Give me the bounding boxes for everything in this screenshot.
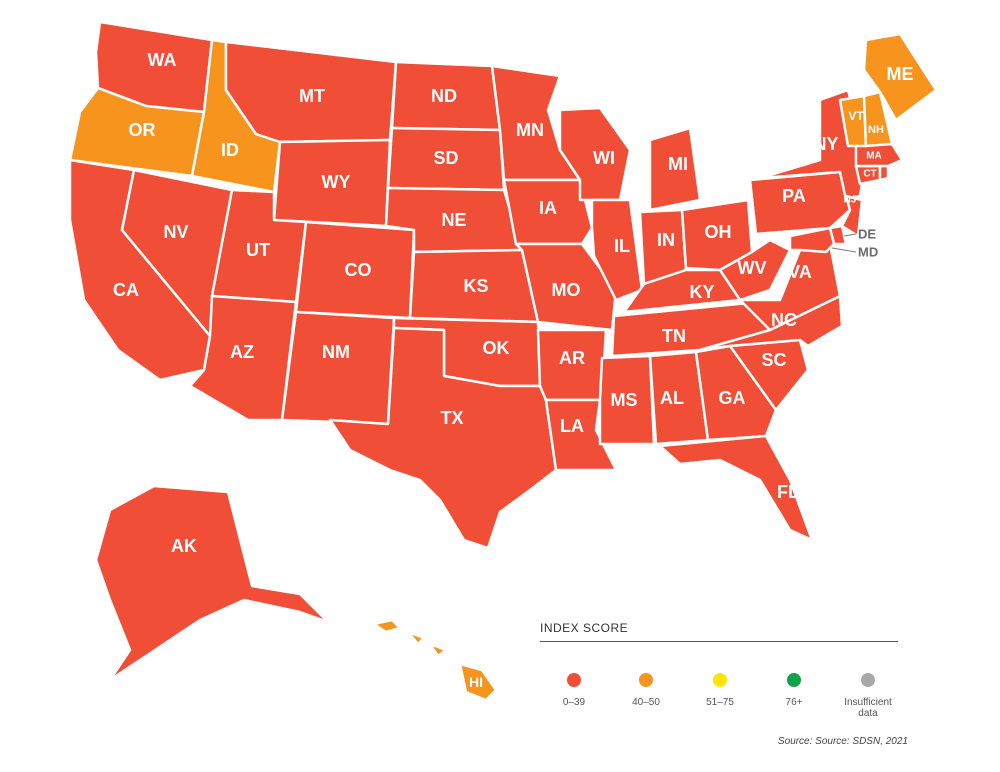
state-label-sc: SC bbox=[761, 350, 786, 370]
state-ak[interactable] bbox=[94, 484, 330, 682]
state-fl[interactable] bbox=[658, 434, 814, 542]
state-label-sd: SD bbox=[433, 148, 458, 168]
state-nh[interactable] bbox=[862, 90, 894, 148]
state-label-wv: WV bbox=[738, 258, 767, 278]
state-label-de: DE bbox=[858, 227, 876, 242]
state-labels: WA OR ID MT WY CA NV UT CO AZ NM ND SD N… bbox=[113, 50, 914, 690]
legend-dot-51-75 bbox=[713, 673, 727, 687]
state-label-oh: OH bbox=[705, 222, 732, 242]
leader-line-md bbox=[831, 247, 857, 253]
state-label-nh: NH bbox=[868, 124, 884, 136]
state-label-ct: CT bbox=[863, 169, 876, 180]
state-label-wy: WY bbox=[322, 172, 351, 192]
state-label-al: AL bbox=[660, 388, 684, 408]
state-label-ca: CA bbox=[113, 280, 139, 300]
legend-label-76-plus: 76+ bbox=[785, 697, 803, 708]
state-label-nj: NJ bbox=[844, 195, 857, 206]
state-label-nv: NV bbox=[163, 222, 188, 242]
state-label-va: VA bbox=[788, 262, 812, 282]
state-label-ar: AR bbox=[559, 348, 585, 368]
state-tx[interactable] bbox=[328, 326, 558, 550]
state-label-co: CO bbox=[345, 260, 372, 280]
state-label-nm: NM bbox=[322, 342, 350, 362]
state-label-ma: MA bbox=[866, 151, 882, 162]
state-label-md: MD bbox=[858, 245, 878, 260]
state-ms[interactable] bbox=[598, 354, 656, 446]
state-label-pa: PA bbox=[782, 186, 806, 206]
state-label-ks: KS bbox=[463, 276, 488, 296]
state-label-ut: UT bbox=[246, 240, 270, 260]
state-label-nd: ND bbox=[431, 86, 457, 106]
source-note: Source: Source: SDSN, 2021 bbox=[777, 736, 908, 747]
state-label-az: AZ bbox=[230, 342, 254, 362]
state-label-ga: GA bbox=[719, 388, 746, 408]
legend-dot-40-50 bbox=[639, 673, 653, 687]
state-label-fl: FL bbox=[777, 482, 799, 502]
state-nm[interactable] bbox=[280, 310, 396, 426]
state-hi[interactable] bbox=[372, 618, 498, 702]
state-label-or: OR bbox=[129, 120, 156, 140]
state-label-mn: MN bbox=[516, 120, 544, 140]
state-label-tn: TN bbox=[662, 326, 686, 346]
legend-label-0-39: 0–39 bbox=[562, 697, 586, 708]
state-mi[interactable] bbox=[648, 126, 702, 212]
state-md[interactable] bbox=[788, 226, 836, 254]
legend-dot-0-39 bbox=[567, 673, 581, 687]
legend-item-40-50: 40–50 bbox=[606, 642, 686, 708]
state-label-ok: OK bbox=[483, 338, 510, 358]
legend-item-insufficient: Insufficient data bbox=[828, 642, 908, 719]
state-label-ia: IA bbox=[539, 198, 557, 218]
state-label-mt: MT bbox=[299, 86, 325, 106]
legend-title: INDEX SCORE bbox=[540, 621, 898, 642]
state-label-mo: MO bbox=[552, 280, 581, 300]
state-label-nc: NC bbox=[771, 310, 797, 330]
state-label-hi: HI bbox=[469, 674, 483, 690]
state-me[interactable] bbox=[862, 32, 938, 122]
state-label-il: IL bbox=[614, 236, 630, 256]
legend-item-76-plus: 76+ bbox=[754, 642, 834, 708]
state-label-wa: WA bbox=[148, 50, 177, 70]
state-il[interactable] bbox=[590, 198, 644, 302]
state-nj[interactable] bbox=[840, 194, 864, 238]
state-label-ny: NY bbox=[813, 134, 838, 154]
state-label-tx: TX bbox=[440, 408, 463, 428]
state-label-ak: AK bbox=[171, 536, 197, 556]
state-label-ky: KY bbox=[689, 282, 714, 302]
legend-dot-76-plus bbox=[787, 673, 801, 687]
state-ri[interactable] bbox=[878, 164, 890, 182]
state-label-ms: MS bbox=[611, 390, 638, 410]
legend: INDEX SCORE 0–39 40–50 51–75 76+ Insuffi… bbox=[540, 621, 898, 719]
legend-item-51-75: 51–75 bbox=[680, 642, 760, 708]
state-label-me: ME bbox=[887, 64, 914, 84]
state-label-mi: MI bbox=[668, 154, 688, 174]
state-label-wi: WI bbox=[593, 148, 615, 168]
legend-label-40-50: 40–50 bbox=[632, 697, 660, 708]
legend-item-0-39: 0–39 bbox=[534, 642, 614, 708]
state-label-la: LA bbox=[560, 416, 584, 436]
leader-line-de bbox=[843, 233, 857, 237]
state-label-ne: NE bbox=[441, 210, 466, 230]
state-label-vt: VT bbox=[848, 109, 864, 123]
legend-dot-insufficient bbox=[861, 673, 875, 687]
state-mo[interactable] bbox=[514, 242, 618, 332]
state-ia[interactable] bbox=[502, 178, 594, 246]
leader-lines bbox=[831, 233, 857, 253]
legend-items: 0–39 40–50 51–75 76+ Insufficient data bbox=[540, 642, 898, 719]
state-label-in: IN bbox=[657, 230, 675, 250]
state-label-ri: RI bbox=[889, 169, 898, 179]
legend-label-51-75: 51–75 bbox=[706, 697, 734, 708]
legend-label-insufficient: Insufficient data bbox=[844, 697, 892, 719]
state-label-id: ID bbox=[221, 140, 239, 160]
